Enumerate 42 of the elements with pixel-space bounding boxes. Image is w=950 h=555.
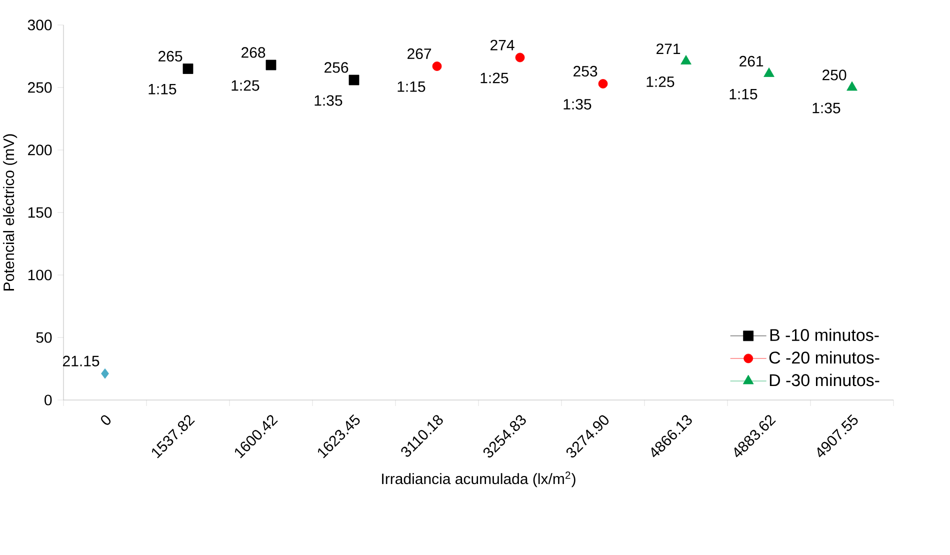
data-label: 271 [656,44,680,54]
annotation: 1:15 [148,84,176,94]
point [266,60,276,70]
data-label: 253 [574,66,598,77]
y-axis-title: Potencial eléctrico (mV) [2,134,18,290]
point [598,79,608,88]
point [515,52,525,62]
data-label: 267 [408,48,432,60]
y-tick-label: 300 [28,20,52,30]
annotation: 1:35 [812,102,840,114]
point [348,74,360,86]
legend-label: C -20 minutos- [769,351,880,364]
y-tick-label: 250 [28,82,52,93]
annotation: 1:25 [480,72,508,84]
point [101,368,109,379]
data-label: 265 [158,50,182,62]
point [680,55,692,64]
legend-label: D -30 minutos- [770,374,880,386]
y-tick-label: 0 [44,394,52,406]
annotation: 1:25 [646,76,674,88]
x-axis-title: Irradiancia acumulada (lx/m$^{2}$) [382,471,576,488]
point [846,81,858,91]
x-tick-label: 0 [101,415,111,425]
data-label: 268 [242,47,266,58]
data-label: 250 [822,70,846,80]
y-tick-label: 150 [28,207,52,218]
legend-label: B -10 minutos- [770,328,879,342]
point [432,62,442,71]
annotation: 1:15 [730,88,758,100]
data-label: 21.15 [63,356,100,366]
annotation: 1:15 [398,81,426,92]
annotation: 1:25 [232,80,260,91]
point [182,64,194,74]
data-label: 274 [490,40,514,50]
y-tick-label: 100 [28,270,52,280]
annotation: 1:35 [314,95,342,106]
data-label: 261 [740,56,764,67]
annotation: 1:35 [564,98,592,110]
point [764,68,774,77]
data-label: 256 [324,62,348,73]
y-tick-label: 200 [28,144,52,156]
y-tick-label: 50 [36,332,52,343]
